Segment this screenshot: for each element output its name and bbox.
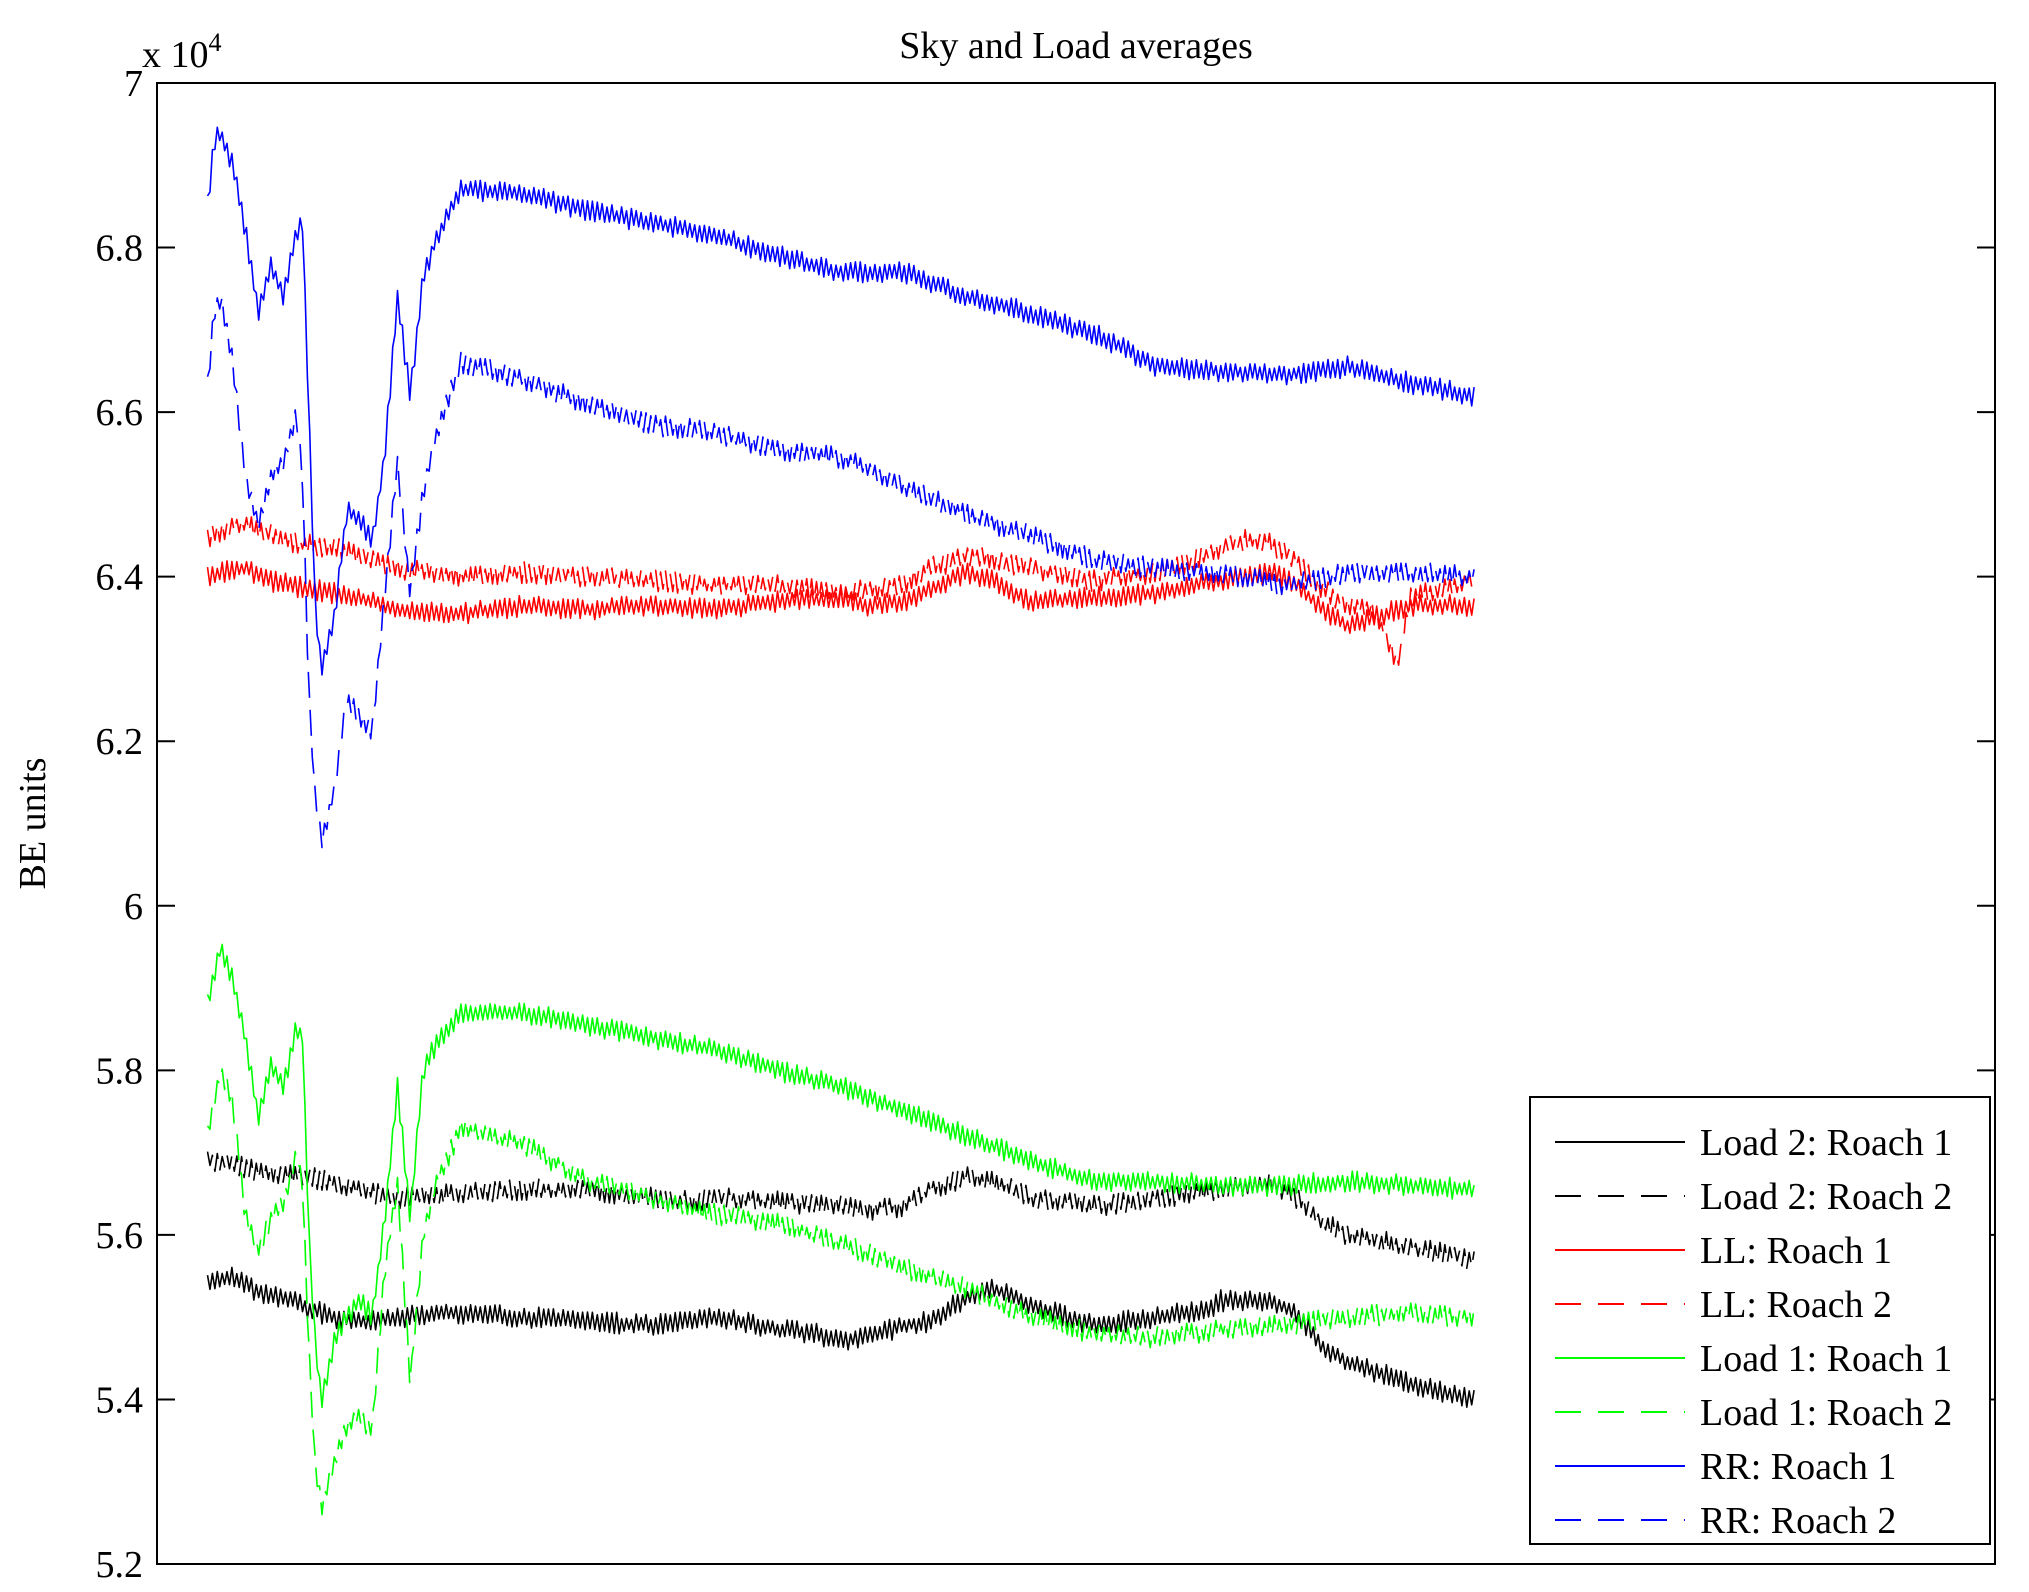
y-tick-label: 5.8 (96, 1050, 144, 1092)
series-line-load-1-roach-1 (206, 943, 1475, 1409)
legend: Load 2: Roach 1 Load 2: Roach 2 LL: Roach … (1529, 1096, 1991, 1545)
axes-frame (156, 82, 1996, 1565)
legend-items: Load 2: Roach 1 Load 2: Roach 2 LL: Roach … (1555, 1122, 1952, 1542)
series-layer (206, 126, 1475, 1516)
y-tick-label: 6 (124, 886, 143, 928)
legend-box (1529, 1096, 1991, 1545)
y-axis-multiplier-exponent: 4 (209, 28, 222, 57)
y-axis-ticks: 5.2 5.4 5.6 5.8 6 6.2 6.4 6.6 6.8 7 (96, 63, 1995, 1586)
y-tick-label: 7 (124, 63, 143, 105)
y-axis-multiplier-base: x 10 (142, 34, 209, 76)
series-line-load-2-roach-1 (206, 1266, 1475, 1408)
y-tick-label: 6.2 (96, 721, 144, 763)
series-line-rr-roach-2 (206, 295, 1475, 849)
series-line-ll-roach-1 (206, 560, 1475, 634)
y-tick-label: 6.6 (96, 392, 144, 434)
y-tick-label: 5.2 (96, 1544, 144, 1586)
y-axis-label: BE units (12, 758, 54, 890)
series-line-ll-roach-2 (206, 516, 1475, 666)
legend-label: LL: Roach 2 (1700, 1284, 1892, 1326)
legend-label: Load 2: Roach 1 (1700, 1122, 1952, 1164)
series-line-rr-roach-1 (206, 126, 1475, 676)
y-tick-label: 5.6 (96, 1215, 144, 1257)
chart-title: Sky and Load averages (899, 25, 1253, 67)
plot-area: 5.2 5.4 5.6 5.8 6 6.2 6.4 6.6 6.8 7 (96, 63, 1996, 1586)
legend-label: Load 1: Roach 2 (1700, 1392, 1952, 1434)
legend-label: RR: Roach 2 (1700, 1500, 1896, 1542)
y-tick-label: 6.4 (96, 557, 144, 599)
series-line-load-1-roach-2 (206, 1068, 1475, 1516)
y-tick-label: 6.8 (96, 228, 144, 270)
legend-label: Load 1: Roach 1 (1700, 1338, 1952, 1380)
legend-label: LL: Roach 1 (1700, 1230, 1892, 1272)
legend-label: Load 2: Roach 2 (1700, 1176, 1952, 1218)
y-tick-label: 5.4 (96, 1379, 144, 1421)
series-line-load-2-roach-2 (206, 1151, 1475, 1270)
y-axis-multiplier: x 104 (142, 28, 222, 76)
legend-label: RR: Roach 1 (1700, 1446, 1896, 1488)
